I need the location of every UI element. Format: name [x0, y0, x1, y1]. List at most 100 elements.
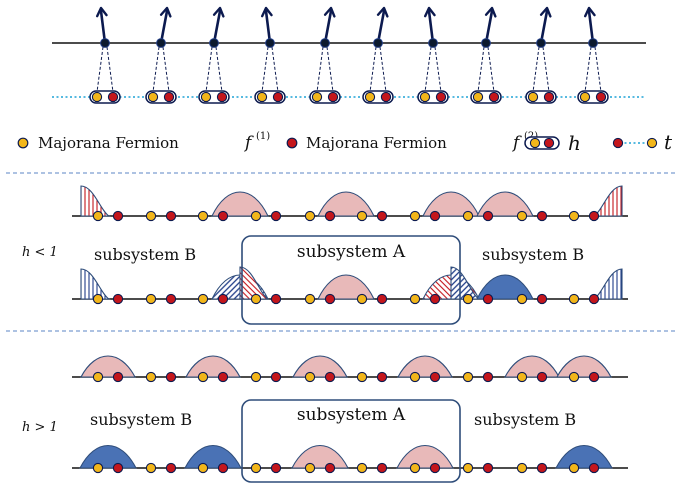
- legend-yellow-fermion-icon: [17, 137, 29, 149]
- condition-small-h: h < 1: [22, 245, 58, 260]
- majorana-f2: [270, 462, 282, 474]
- panel-small-h: h < 1 subsystem B subsystem A subsystem …: [22, 185, 628, 325]
- majorana-f2: [543, 91, 555, 103]
- chain-row-small-h-top: [72, 185, 628, 222]
- spin-site: [156, 38, 166, 48]
- wavefunction-bump: [317, 191, 375, 217]
- majorana-f2: [217, 371, 229, 383]
- mapping-line: [152, 46, 160, 93]
- majorana-f1: [409, 210, 421, 222]
- majorana-f1: [92, 210, 104, 222]
- majorana-f1: [516, 293, 528, 305]
- majorana-f2: [536, 462, 548, 474]
- mapping-line: [487, 46, 495, 93]
- mapping-line: [215, 46, 223, 93]
- mapping-line: [96, 46, 104, 93]
- majorana-f1: [462, 371, 474, 383]
- mapping-line: [542, 46, 550, 93]
- majorana-f1: [409, 462, 421, 474]
- majorana-f1: [462, 462, 474, 474]
- majorana-f2: [588, 210, 600, 222]
- legend-onsite-pair-icon: [524, 136, 560, 150]
- majorana-f1: [147, 91, 159, 103]
- arrow-head-icon: [212, 6, 225, 18]
- subsystem-a-label-large-h: subsystem A: [297, 405, 406, 425]
- wavefunction-bump: [291, 444, 349, 469]
- majorana-f2: [165, 293, 177, 305]
- mapping-line: [532, 46, 540, 93]
- legend-t-symbol: t: [664, 130, 673, 154]
- majorana-f1: [304, 462, 316, 474]
- majorana-f1: [197, 462, 209, 474]
- arrow-head-icon: [376, 6, 389, 18]
- majorana-f1: [516, 371, 528, 383]
- spin-site: [588, 38, 598, 48]
- majorana-f1: [462, 210, 474, 222]
- mapping-line: [106, 46, 114, 93]
- arrow-head-icon: [484, 6, 497, 18]
- chain-row-small-h-bottom: [72, 266, 628, 305]
- spin-arrow: [99, 9, 107, 45]
- majorana-f2: [376, 293, 388, 305]
- majorana-f1: [250, 210, 262, 222]
- majorana-f2: [112, 293, 124, 305]
- majorana-f2: [376, 210, 388, 222]
- subsystem-b-right-large-h: subsystem B: [474, 410, 576, 429]
- mapping-line: [379, 46, 387, 93]
- mapping-line: [594, 46, 602, 93]
- legend-bond-pair-icon: [612, 137, 658, 149]
- spin-arrow: [264, 9, 272, 45]
- wavefunction-bump: [504, 355, 560, 378]
- spin-arrow: [323, 9, 333, 45]
- spin-site: [373, 38, 383, 48]
- majorana-f1: [568, 293, 580, 305]
- majorana-f1: [197, 371, 209, 383]
- majorana-f2: [536, 293, 548, 305]
- subsystem-a-box-large-h: [241, 399, 461, 483]
- arrow-head-icon: [95, 6, 108, 18]
- majorana-f1: [516, 462, 528, 474]
- majorana-f1: [419, 91, 431, 103]
- majorana-f1: [92, 293, 104, 305]
- legend-f1-symbol: f: [243, 133, 254, 153]
- wavefunction-bump: [592, 185, 623, 217]
- wavefunction-bump: [476, 274, 534, 300]
- majorana-f1: [472, 91, 484, 103]
- majorana-f1: [356, 210, 368, 222]
- wavefunction-bump: [239, 266, 270, 300]
- spin-sites: [95, 6, 598, 48]
- majorana-f2: [217, 210, 229, 222]
- legend: Majorana Fermion f (1) Majorana Fermion …: [17, 130, 673, 155]
- legend-f1-label: Majorana Fermion: [38, 134, 179, 152]
- majorana-f2: [324, 210, 336, 222]
- majorana-f1: [304, 371, 316, 383]
- majorana-f1: [250, 371, 262, 383]
- majorana-f1: [200, 91, 212, 103]
- mapping-line: [584, 46, 592, 93]
- spin-arrow: [376, 9, 386, 45]
- majorana-f2: [482, 293, 494, 305]
- wavefunction-bump: [476, 191, 534, 217]
- majorana-f2: [217, 462, 229, 474]
- arrow-head-icon: [539, 6, 552, 18]
- wavefunction-bump: [80, 355, 136, 378]
- majorana-f1: [145, 293, 157, 305]
- majorana-f2: [488, 91, 500, 103]
- majorana-f1: [92, 462, 104, 474]
- majorana-f2: [270, 371, 282, 383]
- majorana-f2: [216, 91, 228, 103]
- majorana-chain: [52, 46, 646, 104]
- majorana-f1: [197, 293, 209, 305]
- wavefunction-bump: [556, 355, 612, 378]
- subsystem-b-left-large-h: subsystem B: [90, 410, 192, 429]
- panel-large-h: h > 1 subsystem B subsystem A subsystem …: [22, 355, 628, 483]
- majorana-f2: [112, 462, 124, 474]
- wavefunction-bump: [184, 444, 242, 469]
- majorana-f1: [516, 210, 528, 222]
- wavefunction-bump: [79, 444, 137, 469]
- mapping-line: [316, 46, 324, 93]
- majorana-f2: [217, 293, 229, 305]
- mapping-line: [477, 46, 485, 93]
- legend-f2-label: Majorana Fermion: [306, 134, 447, 152]
